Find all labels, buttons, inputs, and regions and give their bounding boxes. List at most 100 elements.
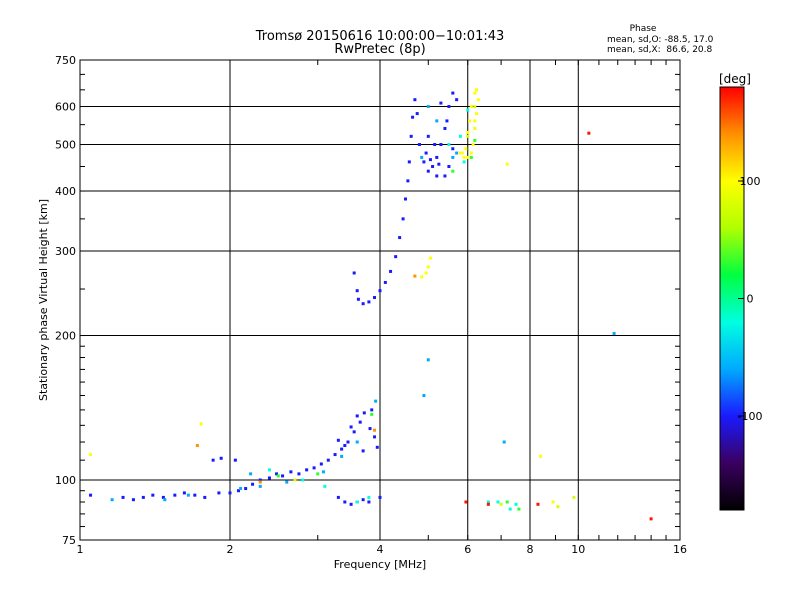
data-points [89,88,653,521]
data-point [361,498,365,502]
data-point [89,493,93,497]
data-point [462,155,466,159]
data-point [312,466,316,470]
data-point [417,143,421,147]
data-point [89,453,93,457]
data-point [649,517,653,521]
data-point [508,507,512,511]
data-point [420,275,424,279]
data-point [285,480,289,484]
data-point [343,444,347,448]
data-point [460,151,464,155]
chart-subtitle: RwPretec (8p) [334,42,425,57]
x-tick-label: 1 [77,543,84,556]
data-point [355,500,359,504]
data-point [443,174,447,178]
data-point [211,458,215,462]
data-point [239,487,243,491]
grid-lines [80,60,680,540]
data-point [473,119,477,123]
data-point [435,174,439,178]
data-point [333,453,337,457]
data-point [361,449,365,453]
data-point [374,399,378,403]
data-point [244,487,248,491]
data-point [439,101,443,105]
colorbar-tick-label: 100 [740,175,761,188]
data-point [161,495,165,499]
data-point [355,289,359,293]
data-point [281,474,285,478]
data-point [407,160,411,164]
data-point [455,98,459,102]
data-point [301,478,305,482]
data-point [536,502,540,506]
data-point [433,143,437,147]
data-point [275,472,279,476]
data-point [439,143,443,147]
data-point [424,271,428,275]
data-point [367,300,371,304]
data-point [426,169,430,173]
data-point [435,119,439,123]
data-point [587,131,591,135]
data-point [352,430,356,434]
data-point [182,491,186,495]
data-point [305,468,309,472]
y-tick-label: 75 [62,534,76,547]
colorbar-label: [deg] [719,72,751,86]
data-point [466,108,470,112]
x-tick-label: 6 [464,543,471,556]
data-point [367,495,371,499]
data-point [413,98,417,102]
data-point [378,495,382,499]
data-point [473,126,477,130]
data-point [258,478,262,482]
data-point [551,500,555,504]
data-point [447,164,451,168]
data-point [373,296,377,300]
y-tick-label: 750 [55,54,76,67]
data-point [451,147,455,151]
data-point [447,105,451,109]
data-point [110,498,114,502]
data-point [352,271,356,275]
data-point [413,274,417,278]
data-point [473,105,477,109]
colorbar-ticks: 100 0 -100 [738,175,763,423]
data-point [499,502,503,506]
data-point [233,458,237,462]
x-tick-label: 16 [673,543,687,556]
x-axis-label: Frequency [MHz] [334,558,426,571]
y-axis-ticks: 75 100 200 300 400 500 600 750 [55,54,680,547]
data-point [326,458,330,462]
data-point [426,105,430,109]
data-point [458,151,462,155]
data-point [469,155,473,159]
data-point [451,91,455,95]
data-point [249,472,253,476]
data-point [428,256,432,260]
colorbar-tick-label: -100 [738,410,763,423]
data-point [409,134,413,138]
data-point [251,482,255,486]
data-point [394,255,398,259]
phase-stats-header: Phase [630,24,657,34]
data-point [424,151,428,155]
plot-area: 1 2 4 6 8 10 16 75 100 200 300 400 500 600 750 [55,54,687,556]
data-point [346,440,350,444]
data-point [462,160,466,164]
data-point [422,394,426,398]
data-point [370,412,374,416]
data-point [473,91,477,95]
data-point [361,302,365,306]
data-point [466,155,470,159]
data-point [323,484,327,488]
data-point [458,134,462,138]
data-point [186,493,190,497]
data-point [486,500,490,504]
data-point [193,493,197,497]
data-point [451,155,455,159]
data-point [428,158,432,162]
y-tick-label: 300 [55,245,76,258]
